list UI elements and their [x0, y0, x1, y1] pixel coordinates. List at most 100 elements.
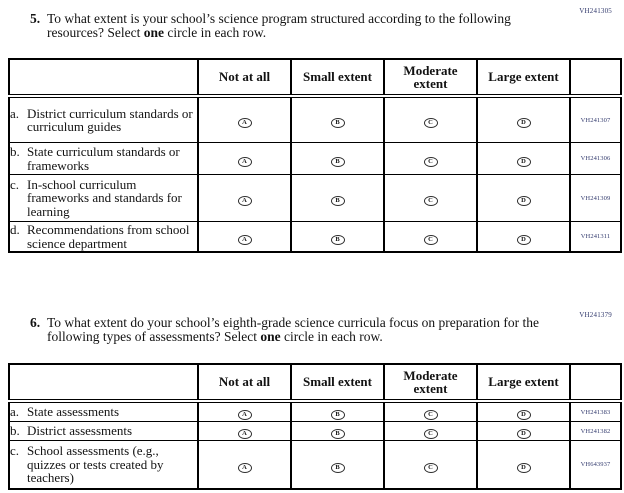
question6-header-row: Not at all Small extent Moderate extent … — [8, 363, 622, 403]
question5-table: Not at all Small extent Moderate extent … — [8, 58, 622, 253]
header-code-empty — [569, 363, 622, 403]
choice-circle-c[interactable]: C — [423, 156, 438, 167]
choice-cell: A — [197, 142, 292, 175]
choice-cell: B — [290, 142, 385, 175]
choice-circle-b[interactable]: B — [330, 234, 345, 245]
header-large-extent: Large extent — [476, 58, 571, 98]
row-label: In-school curriculum frameworks and stan… — [27, 176, 182, 219]
table-row: c. School assessments (e.g., quizzes or t… — [8, 440, 622, 490]
row-vh-code: VH241383 — [569, 400, 622, 422]
question5-text-before: To what extent is your school’s science … — [47, 11, 511, 40]
row-letter: b. — [10, 423, 20, 439]
row-vh-code: VH643937 — [569, 440, 622, 490]
choice-circle-b[interactable]: B — [330, 429, 345, 440]
row-letter: c. — [10, 176, 20, 192]
choice-cell: A — [197, 221, 292, 253]
row-label-cell: b. District assessments — [8, 421, 199, 441]
row-label: Recommendations from school science depa… — [27, 222, 190, 251]
row-letter: a. — [10, 404, 20, 420]
choice-circle-d[interactable]: D — [516, 462, 531, 473]
table-row: a. State assessments A B C D VH241383 — [8, 400, 622, 422]
question6-text-after: circle in each row. — [280, 329, 383, 344]
choice-circle-c[interactable]: C — [423, 429, 438, 440]
choice-cell: D — [476, 440, 571, 490]
choice-circle-c[interactable]: C — [423, 196, 438, 207]
choice-circle-b[interactable]: B — [330, 118, 345, 129]
choice-circle-c[interactable]: C — [423, 234, 438, 245]
question5-text: To what extent is your school’s science … — [47, 12, 553, 40]
choice-circle-b[interactable]: B — [330, 156, 345, 167]
choice-cell: A — [197, 421, 292, 441]
choice-circle-c[interactable]: C — [423, 462, 438, 473]
question6-text-before: To what extent do your school’s eighth-g… — [47, 315, 540, 344]
row-label: District curriculum standards or curricu… — [27, 105, 193, 134]
question5-number: 5. — [30, 11, 41, 26]
choice-circle-a[interactable]: A — [237, 462, 252, 473]
choice-circle-d[interactable]: D — [516, 410, 531, 421]
choice-circle-d[interactable]: D — [516, 196, 531, 207]
choice-circle-d[interactable]: D — [516, 429, 531, 440]
choice-circle-d[interactable]: D — [516, 156, 531, 167]
choice-cell: C — [383, 400, 478, 422]
question5-text-bold: one — [143, 25, 164, 40]
question6-vh-code: VH241379 — [579, 311, 612, 319]
header-empty — [8, 363, 199, 403]
choice-circle-d[interactable]: D — [516, 118, 531, 129]
choice-cell: D — [476, 221, 571, 253]
row-letter: b. — [10, 144, 20, 159]
choice-cell: D — [476, 421, 571, 441]
choice-cell: B — [290, 174, 385, 222]
choice-cell: C — [383, 440, 478, 490]
choice-circle-a[interactable]: A — [237, 156, 252, 167]
choice-circle-a[interactable]: A — [237, 196, 252, 207]
choice-cell: B — [290, 95, 385, 143]
choice-cell: A — [197, 440, 292, 490]
choice-cell: B — [290, 400, 385, 422]
row-label: State curriculum standards or frameworks — [27, 144, 180, 173]
choice-circle-a[interactable]: A — [237, 118, 252, 129]
header-not-at-all: Not at all — [197, 58, 292, 98]
header-small-extent: Small extent — [290, 363, 385, 403]
choice-circle-a[interactable]: A — [237, 429, 252, 440]
header-small-extent: Small extent — [290, 58, 385, 98]
choice-cell: C — [383, 95, 478, 143]
row-vh-code: VH241311 — [569, 221, 622, 253]
choice-circle-d[interactable]: D — [516, 234, 531, 245]
row-label: District assessments — [27, 423, 133, 439]
choice-cell: D — [476, 400, 571, 422]
header-moderate-extent: Moderate extent — [383, 58, 478, 98]
question6: 6. To what extent do your school’s eight… — [30, 316, 553, 344]
choice-circle-c[interactable]: C — [423, 118, 438, 129]
question6-text-bold: one — [260, 329, 281, 344]
choice-circle-a[interactable]: A — [237, 234, 252, 245]
row-label-cell: a. State assessments — [8, 400, 199, 422]
choice-circle-a[interactable]: A — [237, 410, 252, 421]
row-vh-code: VH241307 — [569, 95, 622, 143]
table-row: b. State curriculum standards or framewor… — [8, 142, 622, 175]
header-empty — [8, 58, 199, 98]
choice-circle-b[interactable]: B — [330, 462, 345, 473]
row-vh-code: VH241382 — [569, 421, 622, 441]
choice-cell: D — [476, 95, 571, 143]
choice-cell: C — [383, 221, 478, 253]
choice-cell: C — [383, 142, 478, 175]
row-label-cell: d. Recommendations from school science de… — [8, 221, 199, 253]
row-label-cell: c. In-school curriculum frameworks and st… — [8, 174, 199, 222]
question5-header-row: Not at all Small extent Moderate extent … — [8, 58, 622, 98]
question5: 5. To what extent is your school’s scien… — [30, 12, 553, 40]
row-label-cell: a. District curriculum standards or curri… — [8, 95, 199, 143]
table-row: d. Recommendations from school science de… — [8, 221, 622, 253]
choice-circle-b[interactable]: B — [330, 196, 345, 207]
row-letter: a. — [10, 105, 20, 121]
choice-cell: A — [197, 400, 292, 422]
choice-cell: A — [197, 95, 292, 143]
table-row: c. In-school curriculum frameworks and st… — [8, 174, 622, 222]
choice-circle-b[interactable]: B — [330, 410, 345, 421]
header-code-empty — [569, 58, 622, 98]
row-label-cell: c. School assessments (e.g., quizzes or t… — [8, 440, 199, 490]
row-letter: d. — [10, 222, 20, 237]
row-vh-code: VH241309 — [569, 174, 622, 222]
choice-circle-c[interactable]: C — [423, 410, 438, 421]
header-large-extent: Large extent — [476, 363, 571, 403]
